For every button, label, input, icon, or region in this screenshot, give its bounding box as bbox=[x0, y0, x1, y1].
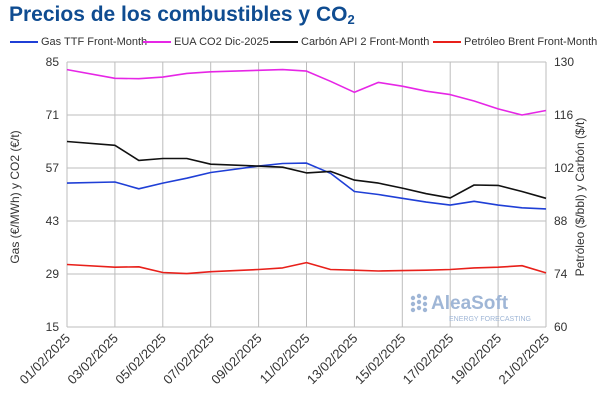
aleasoft-watermark: AleaSoft ENERGY FORECASTING bbox=[410, 293, 531, 323]
legend-label-gas: Gas TTF Front-Month bbox=[41, 36, 148, 48]
y-axis-right-label: Petróleo ($/bbl) y Carbón ($/t) bbox=[573, 118, 587, 277]
x-tick-label: 05/02/2025 bbox=[112, 331, 169, 388]
watermark-brand: AleaSoft bbox=[431, 293, 509, 314]
x-tick-label: 19/02/2025 bbox=[448, 331, 505, 388]
x-tick-label: 07/02/2025 bbox=[160, 331, 217, 388]
grid-lines bbox=[66, 61, 547, 328]
y-right-tick-label: 60 bbox=[554, 320, 568, 334]
series-line-1 bbox=[66, 68, 547, 116]
chart-legend: Gas TTF Front-Month EUA CO2 Dic-2025 Car… bbox=[0, 36, 600, 52]
legend-item-coal: Carbón API 2 Front-Month bbox=[270, 36, 429, 48]
y-left-tick-label: 57 bbox=[46, 161, 60, 175]
x-tick-label: 21/02/2025 bbox=[495, 331, 552, 388]
legend-swatch-gas bbox=[10, 41, 38, 43]
legend-item-brent: Petróleo Brent Front-Month bbox=[433, 36, 597, 48]
y-right-tick-label: 116 bbox=[554, 108, 573, 122]
watermark-tagline: ENERGY FORECASTING bbox=[449, 316, 531, 323]
chart-title: Precios de los combustibles y CO2 bbox=[9, 3, 355, 27]
x-tick-label: 13/02/2025 bbox=[304, 331, 361, 388]
y-right-tick-label: 74 bbox=[554, 267, 568, 281]
x-tick-label: 03/02/2025 bbox=[64, 331, 121, 388]
x-tick-label: 09/02/2025 bbox=[208, 331, 265, 388]
y-left-tick-label: 43 bbox=[46, 214, 60, 228]
y-axis-left-ticks: 15 29 43 57 71 85 bbox=[46, 55, 60, 334]
series-lines bbox=[66, 68, 547, 275]
aleasoft-logo-icon bbox=[410, 293, 428, 313]
legend-item-eua: EUA CO2 Dic-2025 bbox=[143, 36, 269, 48]
x-tick-label: 01/02/2025 bbox=[16, 331, 73, 388]
y-left-tick-label: 85 bbox=[46, 55, 60, 69]
series-line-3 bbox=[66, 261, 547, 275]
x-tick-label: 17/02/2025 bbox=[400, 331, 457, 388]
legend-swatch-eua bbox=[143, 41, 171, 43]
y-left-tick-label: 15 bbox=[46, 320, 60, 334]
y-axis-left-label: Gas (€/MWh) y CO2 (€/t) bbox=[8, 130, 22, 263]
x-tick-label: 15/02/2025 bbox=[352, 331, 409, 388]
y-right-tick-label: 102 bbox=[554, 161, 574, 175]
legend-label-brent: Petróleo Brent Front-Month bbox=[464, 36, 598, 48]
series-line-2 bbox=[66, 140, 547, 200]
legend-label-coal: Carbón API 2 Front-Month bbox=[301, 36, 430, 48]
y-right-tick-label: 130 bbox=[554, 55, 574, 69]
y-left-tick-label: 29 bbox=[46, 267, 60, 281]
legend-item-gas: Gas TTF Front-Month bbox=[10, 36, 147, 48]
legend-swatch-coal bbox=[270, 41, 298, 43]
y-right-tick-label: 88 bbox=[554, 214, 568, 228]
y-axis-right-ticks: 60 74 88 102 116 130 bbox=[554, 55, 574, 334]
x-axis-ticks: 01/02/202503/02/202505/02/202507/02/2025… bbox=[16, 331, 552, 388]
legend-swatch-brent bbox=[433, 41, 461, 43]
series-line-0 bbox=[66, 162, 547, 210]
y-left-tick-label: 71 bbox=[46, 108, 60, 122]
legend-label-eua: EUA CO2 Dic-2025 bbox=[174, 36, 269, 48]
